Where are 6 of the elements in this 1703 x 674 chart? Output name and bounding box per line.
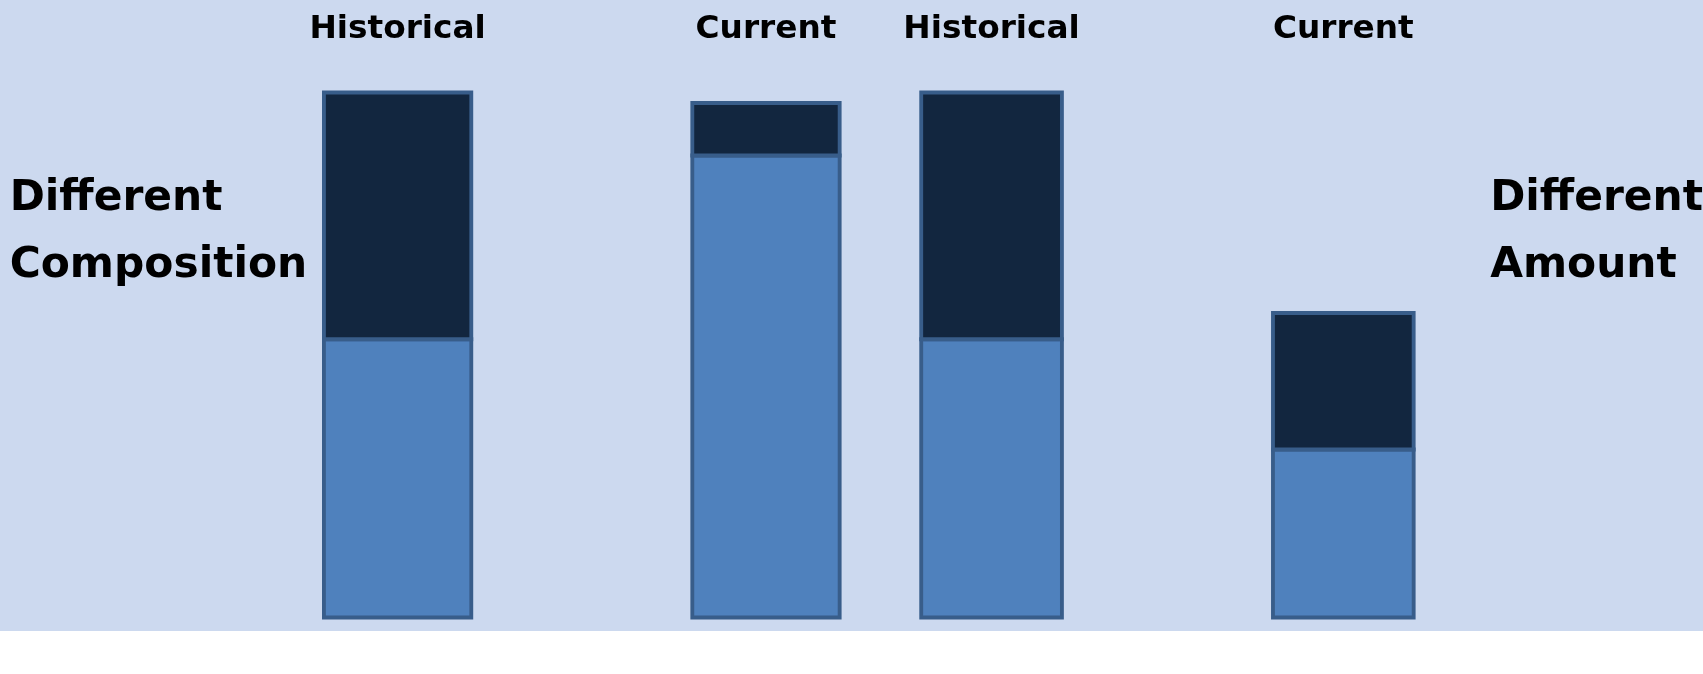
x-tick-label: Current [695,8,837,47]
x-tick-label: Historical [309,8,486,47]
annotation: Different Amount [1490,171,1703,288]
x-tick-label: Historical [903,8,1080,47]
x-tick-label: Current [1272,8,1414,47]
annotation: Different Composition [9,171,308,288]
